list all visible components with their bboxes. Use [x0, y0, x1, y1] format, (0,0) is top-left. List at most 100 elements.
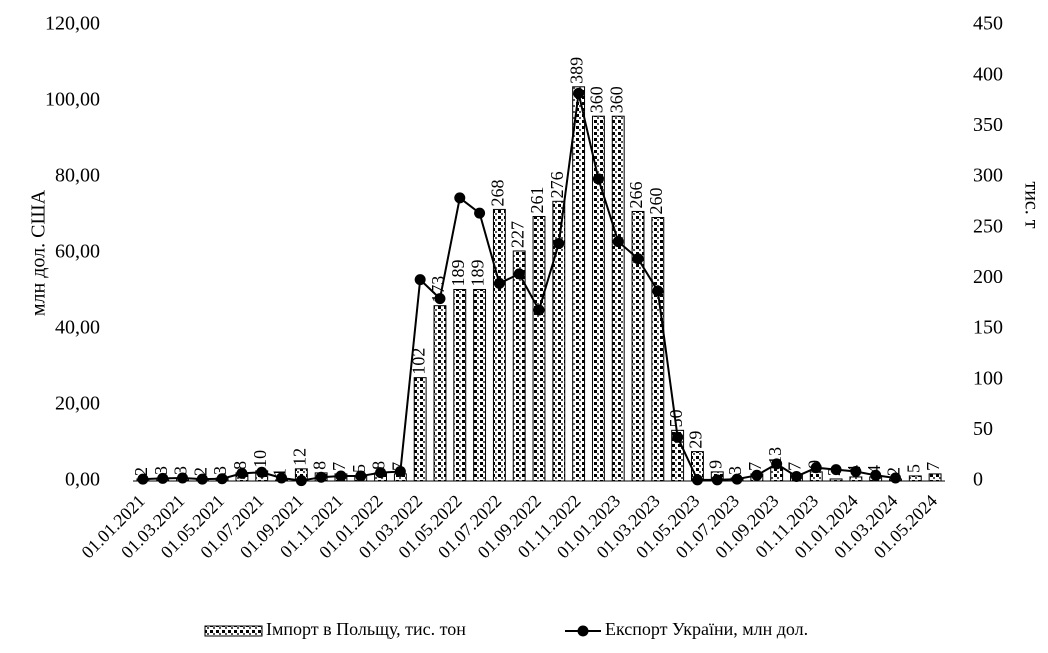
line-marker: [889, 472, 901, 484]
value-label: 189: [448, 259, 468, 286]
line-marker: [691, 474, 703, 486]
line-marker: [592, 173, 604, 185]
line-marker: [870, 469, 882, 481]
line-marker: [315, 471, 327, 483]
value-label: 268: [488, 179, 508, 206]
line-marker: [652, 285, 664, 297]
bar: [492, 208, 506, 482]
line-marker: [216, 473, 228, 485]
bar: [532, 216, 546, 482]
y2-tick-label: 400: [973, 63, 1003, 85]
line-marker: [434, 293, 446, 305]
line-marker: [454, 192, 466, 204]
bar: [849, 476, 863, 482]
value-label: 3: [210, 466, 230, 475]
line-marker: [196, 473, 208, 485]
value-label: 2: [190, 467, 210, 476]
value-label: 3: [151, 466, 171, 475]
line-marker: [295, 475, 307, 487]
line-marker: [276, 472, 288, 484]
value-label: 7: [329, 462, 349, 471]
line-marker: [672, 431, 684, 443]
value-label: 8: [309, 461, 329, 470]
line-marker: [414, 274, 426, 286]
value-label: 5: [903, 464, 923, 473]
line-marker: [612, 236, 624, 248]
line-marker: [751, 469, 763, 481]
value-label: 1: [270, 468, 290, 477]
legend-label: Імпорт в Польщу, тис. тон: [266, 619, 466, 639]
y-tick-label: 0,00: [65, 469, 100, 491]
bar: [908, 475, 922, 482]
bar: [473, 288, 487, 482]
y-tick-label: 120,00: [45, 13, 100, 35]
value-label: 389: [567, 57, 587, 84]
y-tick-label: 80,00: [55, 165, 100, 187]
value-label: 7: [785, 462, 805, 471]
bar: [512, 250, 526, 482]
value-label: 29: [686, 431, 706, 449]
value-label: 189: [468, 259, 488, 286]
value-label: 261: [527, 187, 547, 214]
line-marker: [771, 458, 783, 470]
y2-tick-label: 150: [973, 317, 1003, 339]
bar: [651, 217, 665, 482]
line-marker: [731, 473, 743, 485]
line-marker: [850, 466, 862, 477]
line-marker: [810, 462, 822, 474]
y2-tick-label: 50: [973, 418, 993, 440]
y2-tick-label: 200: [973, 266, 1003, 288]
value-label: 276: [547, 171, 567, 198]
y2-axis-title: тис. т: [1020, 181, 1042, 228]
line-marker: [513, 268, 525, 280]
legend-swatch: [204, 625, 263, 637]
line-marker: [236, 467, 248, 479]
y2-tick-label: 350: [973, 114, 1003, 136]
line-marker: [394, 466, 406, 477]
line-marker: [830, 464, 842, 476]
bar: [433, 305, 447, 482]
value-label: 4: [864, 465, 884, 474]
value-label: 8: [369, 461, 389, 470]
y2-tick-label: 300: [973, 165, 1003, 187]
bar: [611, 115, 625, 482]
value-label: 8: [230, 461, 250, 470]
bar: [809, 471, 823, 482]
line-marker: [157, 472, 169, 484]
line-marker: [256, 466, 268, 478]
line-marker: [177, 472, 189, 484]
value-label: 260: [646, 188, 666, 215]
bar: [928, 473, 942, 482]
value-label: 2: [131, 467, 151, 476]
y-axis-title: млн дол. США: [28, 189, 50, 316]
value-label: 360: [606, 86, 626, 113]
line-marker: [335, 470, 347, 482]
value-label: 3: [725, 466, 745, 475]
bar: [413, 377, 427, 482]
line-marker: [553, 238, 565, 249]
line-marker: [375, 467, 387, 479]
line-marker: [632, 253, 644, 265]
bar: [591, 115, 605, 482]
y-tick-label: 60,00: [55, 241, 100, 263]
y2-tick-label: 100: [973, 367, 1003, 389]
line-marker: [533, 304, 545, 316]
value-label: 7: [923, 462, 943, 471]
legend-label: Експорт України, млн дол.: [605, 619, 808, 639]
y2-tick-label: 0: [973, 469, 983, 491]
bar: [770, 467, 784, 482]
line-marker: [711, 474, 723, 486]
y-tick-label: 40,00: [55, 317, 100, 339]
value-label: 3: [171, 466, 191, 475]
value-label: 227: [507, 221, 527, 248]
bar: [453, 288, 467, 482]
legend-marker: [577, 625, 589, 637]
line-marker: [474, 207, 486, 219]
value-label: 7: [745, 462, 765, 471]
value-label: 360: [587, 86, 607, 113]
value-label: 9: [705, 460, 725, 469]
y2-tick-label: 250: [973, 215, 1003, 237]
value-label: 266: [626, 181, 646, 208]
line-marker: [355, 470, 367, 482]
